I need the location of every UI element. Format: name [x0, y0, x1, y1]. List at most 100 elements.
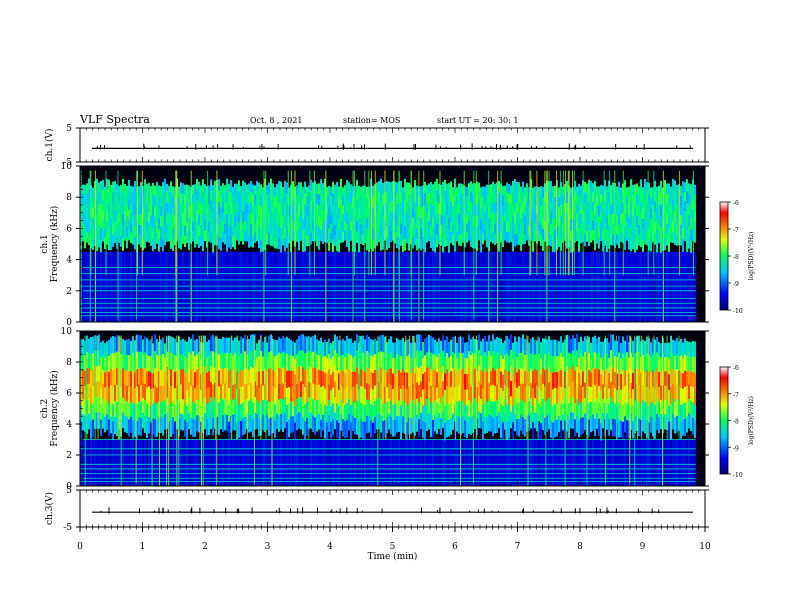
emission-cell	[510, 381, 512, 397]
emission-cell	[112, 203, 114, 215]
emission-cell	[606, 230, 608, 242]
emission-cell	[398, 370, 400, 386]
emission-cell	[82, 399, 84, 415]
emission-cell	[302, 384, 304, 402]
emission-cell	[480, 370, 482, 385]
emission-cell	[482, 234, 484, 244]
emission-cell	[478, 381, 480, 397]
emission-cell	[532, 240, 534, 252]
emission-cell	[166, 231, 168, 241]
emission-cell	[402, 219, 404, 231]
emission-cell	[296, 384, 298, 400]
emission-cell	[144, 352, 146, 369]
emission-cell	[524, 419, 526, 436]
noise-column	[532, 440, 534, 487]
noise-column	[566, 440, 568, 487]
emission-cell	[672, 221, 674, 233]
emission-cell	[406, 356, 408, 374]
emission-cell	[514, 415, 516, 432]
emission-cell	[212, 218, 214, 230]
emission-cell	[552, 389, 554, 407]
emission-cell	[124, 340, 126, 356]
emission-cell	[640, 213, 642, 225]
emission-cell	[144, 368, 146, 385]
emission-cell	[108, 180, 110, 193]
emission-cell	[202, 215, 204, 228]
emission-cell	[512, 375, 514, 392]
emission-cell	[222, 415, 224, 432]
emission-cell	[450, 402, 452, 419]
noise-column	[676, 440, 678, 487]
emission-cell	[612, 214, 614, 225]
emission-cell	[328, 186, 330, 198]
noise-column	[474, 440, 476, 487]
noise-column	[390, 440, 392, 487]
emission-cell	[584, 336, 586, 352]
emission-cell	[372, 207, 374, 219]
emission-cell	[554, 219, 556, 231]
emission-cell	[218, 191, 220, 204]
noise-column	[406, 440, 408, 487]
emission-cell	[594, 419, 596, 437]
emission-cell	[516, 419, 518, 436]
emission-cell	[208, 213, 210, 223]
emission-cell	[262, 356, 264, 372]
emission-cell	[300, 366, 302, 383]
emission-cell	[294, 422, 296, 439]
noise-column	[684, 252, 686, 322]
emission-cell	[682, 239, 684, 252]
emission-cell	[448, 404, 450, 421]
emission-cell	[552, 406, 554, 424]
emission-cell	[274, 340, 276, 357]
emission-cell	[568, 353, 570, 371]
emission-cell	[396, 236, 398, 248]
emission-cell	[188, 207, 190, 219]
emission-cell	[468, 400, 470, 417]
emission-cell	[366, 367, 368, 384]
emission-cell	[288, 355, 290, 372]
noise-column	[180, 252, 182, 322]
noise-column	[410, 440, 412, 487]
emission-cell	[256, 230, 258, 241]
emission-cell	[170, 237, 172, 249]
emission-cell	[434, 385, 436, 401]
emission-cell	[482, 422, 484, 440]
emission-cell	[134, 226, 136, 238]
emission-cell	[396, 416, 398, 433]
emission-cell	[320, 189, 322, 200]
emission-cell	[562, 400, 564, 415]
emission-cell	[560, 421, 562, 439]
emission-cell	[326, 390, 328, 407]
emission-cell	[478, 183, 480, 193]
emission-cell	[218, 418, 220, 435]
emission-cell	[180, 355, 182, 371]
panel-frame	[80, 128, 705, 162]
emission-cell	[446, 194, 448, 205]
emission-cell	[284, 181, 286, 194]
emission-cell	[320, 354, 322, 371]
noise-column	[596, 440, 598, 487]
emission-cell	[348, 414, 350, 430]
emission-cell	[434, 193, 436, 206]
emission-cell	[306, 226, 308, 237]
emission-cell	[172, 337, 174, 354]
emission-cell	[644, 190, 646, 202]
emission-cell	[448, 206, 450, 218]
emission-cell	[322, 371, 324, 387]
emission-cell	[626, 369, 628, 387]
emission-cell	[456, 187, 458, 197]
emission-cell	[514, 383, 516, 400]
emission-cell	[228, 205, 230, 216]
emission-cell	[470, 371, 472, 388]
noise-column	[350, 252, 352, 322]
emission-cell	[424, 205, 426, 218]
emission-cell	[518, 223, 520, 234]
emission-cell	[466, 223, 468, 233]
emission-cell	[508, 194, 510, 205]
emission-cell	[262, 415, 264, 431]
noise-column	[244, 440, 246, 487]
noise-column	[132, 440, 134, 487]
emission-cell	[344, 185, 346, 195]
emission-cell	[592, 221, 594, 231]
emission-cell	[478, 412, 480, 428]
